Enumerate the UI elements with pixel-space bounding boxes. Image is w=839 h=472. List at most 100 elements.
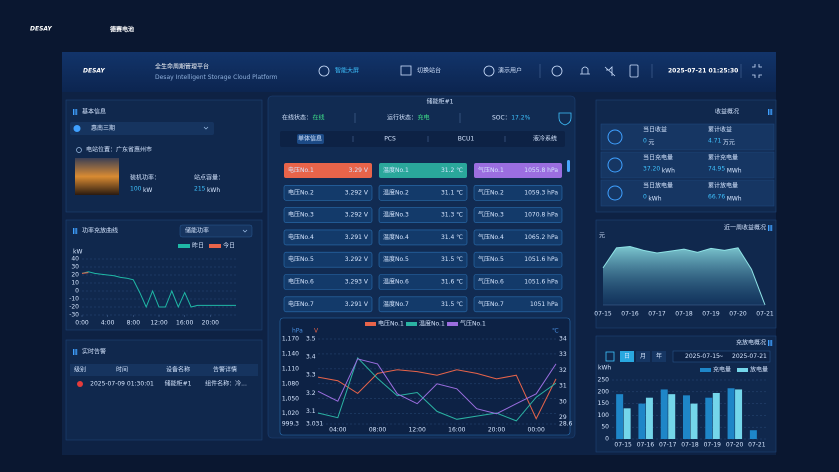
- cell-name: 气压No.4: [478, 233, 504, 241]
- card-label: 当日收益: [643, 126, 667, 134]
- status: 在线: [313, 114, 325, 122]
- panel-title: 功率充放曲线: [82, 227, 118, 235]
- tab[interactable]: 日: [624, 353, 630, 360]
- cell-value: 1055.8 hPa: [524, 167, 558, 174]
- title-icon: [76, 349, 78, 355]
- date[interactable]: 2025-07-21: [732, 353, 767, 360]
- cell-box[interactable]: [473, 207, 563, 223]
- cell-value: 31.6 ℃: [441, 279, 463, 286]
- cell-box[interactable]: [474, 163, 562, 178]
- tab-box[interactable]: [652, 351, 666, 362]
- cell-box[interactable]: [473, 274, 563, 290]
- card-value: 74.95: [708, 166, 725, 173]
- legend-label: 充电量: [713, 366, 731, 374]
- line: [81, 272, 89, 274]
- y-tick-label: 100: [598, 412, 610, 419]
- column-header: 告警详情: [213, 366, 237, 374]
- cell-box[interactable]: [283, 229, 373, 246]
- cell-box[interactable]: [378, 274, 468, 290]
- x-tick-label: 4:00: [101, 320, 115, 327]
- bar: [645, 397, 653, 439]
- legend-swatch: [737, 368, 748, 372]
- column-header: 时间: [116, 366, 128, 374]
- cell-box[interactable]: [379, 163, 467, 178]
- line: [81, 271, 236, 309]
- cell-value: 3.292 V: [345, 189, 369, 196]
- title-icon: [768, 340, 769, 346]
- cell-name: 温度No.4: [383, 233, 409, 241]
- cell-name: 电压No.4: [288, 233, 314, 241]
- dropdown-value[interactable]: 储能功率: [185, 227, 209, 235]
- header-logo: DESAY: [83, 68, 105, 75]
- cell-box[interactable]: [283, 251, 373, 268]
- x-tick-label: 07-18: [675, 311, 693, 318]
- cell-box[interactable]: [473, 229, 563, 246]
- card: [600, 179, 775, 207]
- y-tick-label: 200: [598, 388, 610, 395]
- card-unit: kWh: [662, 168, 675, 175]
- tab-box[interactable]: [636, 351, 650, 362]
- cell-value: 31.5 ℃: [441, 256, 463, 263]
- tab-active[interactable]: [297, 134, 324, 144]
- tab[interactable]: 月: [640, 353, 646, 360]
- bar: [660, 389, 668, 439]
- cell-value: 1051.6 hPa: [524, 279, 558, 286]
- tab[interactable]: PCS: [384, 136, 396, 143]
- cell-box[interactable]: [473, 251, 563, 268]
- bar: [727, 388, 735, 439]
- cell-box[interactable]: [283, 185, 373, 201]
- label: 运行状态：: [387, 114, 417, 122]
- x-tick-label: 07-16: [621, 311, 639, 318]
- bar: [735, 389, 743, 439]
- cell-box[interactable]: [473, 185, 563, 201]
- nav-item[interactable]: 演示用户: [498, 67, 522, 75]
- bar: [668, 394, 676, 439]
- y-tick-label: 29: [559, 414, 567, 421]
- cell-box[interactable]: [283, 207, 373, 223]
- card-label: 累计收益: [708, 126, 732, 134]
- card-icon: [607, 157, 623, 173]
- cell-box[interactable]: [378, 229, 468, 246]
- y-tick-label: -10: [69, 296, 79, 303]
- cell-name: 电压No.3: [288, 211, 314, 219]
- cell-value: 3.29 V: [349, 167, 369, 174]
- tab[interactable]: 年: [656, 352, 662, 360]
- cell-box[interactable]: [378, 296, 468, 313]
- date-box[interactable]: [672, 350, 771, 363]
- title-icon: [769, 225, 771, 231]
- dropdown[interactable]: [179, 224, 253, 238]
- x-tick-label: 20:00: [488, 427, 505, 434]
- x-tick-label: 00:00: [528, 427, 545, 434]
- y-tick-label: 3.1: [306, 408, 316, 415]
- tab-box[interactable]: [620, 351, 634, 362]
- cell-value: 31.5 ℃: [441, 301, 463, 308]
- card-value: 0: [643, 138, 647, 145]
- capacity-value: 215: [194, 186, 206, 193]
- station-select[interactable]: [70, 122, 214, 135]
- nav-item[interactable]: 切换站台: [417, 67, 441, 75]
- y-unit: kW: [73, 249, 82, 256]
- cell-box[interactable]: [283, 274, 373, 290]
- station-name[interactable]: 惠南三期: [91, 124, 115, 132]
- y-tick-label: 1,080: [282, 380, 299, 387]
- title-icon: [73, 109, 74, 115]
- cell-box[interactable]: [378, 251, 468, 268]
- tab[interactable]: 液冷系统: [533, 135, 557, 143]
- cell-box[interactable]: [284, 163, 372, 178]
- chart-box: [279, 317, 571, 436]
- cell-box[interactable]: [473, 296, 563, 313]
- cell-name: 温度No.3: [383, 211, 409, 219]
- station-photo: [75, 158, 119, 195]
- date[interactable]: 2025-07-15: [685, 353, 720, 360]
- cell-box[interactable]: [378, 207, 468, 223]
- status: 充电: [418, 114, 430, 122]
- icon: [73, 125, 81, 132]
- cell-box[interactable]: [283, 296, 373, 313]
- tab[interactable]: 单体信息: [298, 135, 322, 143]
- cell: 2025-07-09 01:30:01: [90, 381, 154, 388]
- tab[interactable]: BCU1: [458, 136, 475, 143]
- brand-name: 德赛电池: [109, 26, 134, 34]
- cell-box[interactable]: [378, 185, 468, 201]
- nav-item[interactable]: 智能大屏: [335, 67, 359, 75]
